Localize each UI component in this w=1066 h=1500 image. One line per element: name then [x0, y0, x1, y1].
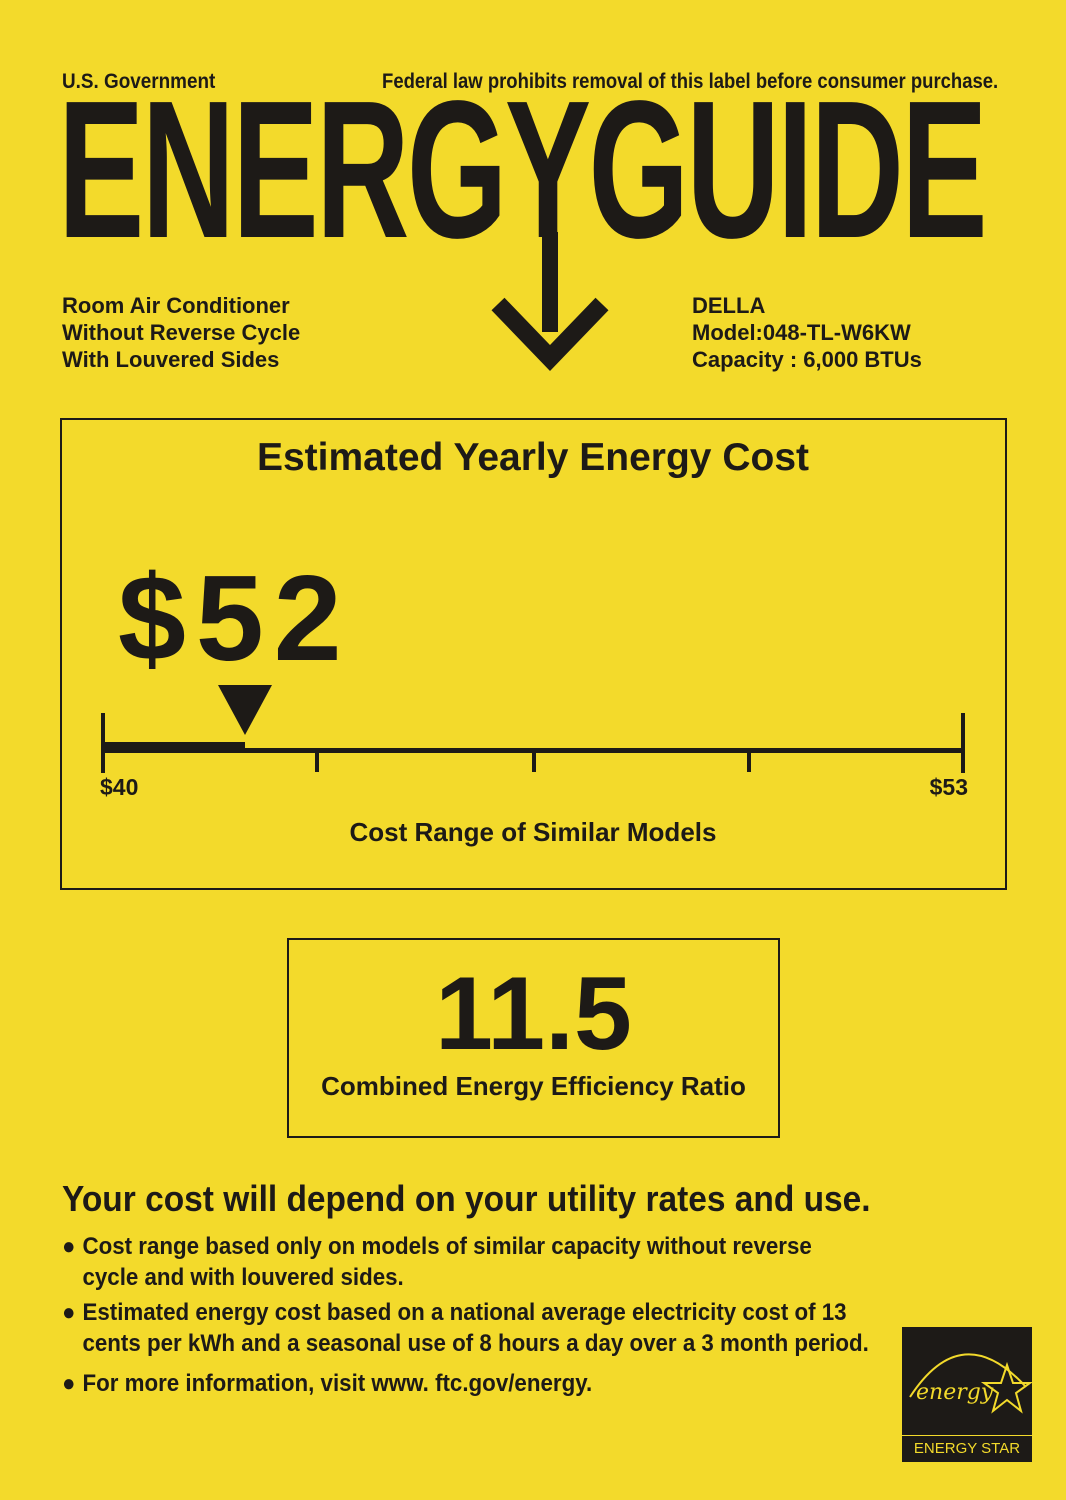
efficiency-box [287, 938, 780, 1138]
scale-tick [315, 750, 319, 772]
energyguide-title: ENERGYGUIDE [58, 60, 988, 279]
bullet-icon: ● [62, 1370, 76, 1397]
range-max: $53 [929, 774, 968, 800]
svg-text:energy: energy [916, 1380, 994, 1405]
product-line: With Louvered Sides [62, 347, 280, 372]
product-line: Room Air Conditioner [62, 293, 290, 318]
efficiency-label: Combined Energy Efficiency Ratio [321, 1071, 746, 1101]
manufacturer-info: DELLA Model:048-TL-W6KW Capacity : 6,000… [692, 292, 922, 373]
scale-tick [101, 713, 105, 773]
efficiency-value: 11.5 [435, 956, 632, 1072]
capacity: Capacity : 6,000 BTUs [692, 347, 922, 372]
cost-value: $52 [118, 550, 352, 686]
range-min: $40 [100, 774, 139, 800]
energy-star-label: ENERGY STAR [902, 1436, 1032, 1462]
product-line: Without Reverse Cycle [62, 320, 301, 345]
cost-marker-icon [218, 685, 272, 735]
cost-title: Estimated Yearly Energy Cost [256, 436, 810, 479]
product-type: Room Air Conditioner Without Reverse Cyc… [62, 292, 300, 373]
model-number: Model:048-TL-W6KW [692, 320, 911, 345]
bullet-text: cents per kWh and a seasonal use of 8 ho… [82, 1330, 869, 1357]
energy-star-logo: energy [902, 1327, 1034, 1435]
energy-star-icon: energy [909, 1353, 1034, 1414]
brand: DELLA [692, 293, 766, 318]
cost-box [60, 418, 1007, 890]
scale-tick [747, 750, 751, 772]
cost-range-fill [102, 742, 245, 750]
scale-tick [532, 750, 536, 772]
bullet-text: For more information, visit www. ftc.gov… [82, 1370, 593, 1397]
range-label: Cost Range of Similar Models [349, 817, 717, 847]
bullet-text: Cost range based only on models of simil… [82, 1233, 812, 1260]
scale-tick [961, 713, 965, 773]
bullet-text: Estimated energy cost based on a nationa… [82, 1299, 847, 1326]
government-label: U.S. Government [62, 70, 216, 93]
bullet-icon: ● [62, 1233, 76, 1260]
bullet-text: cycle and with louvered sides. [82, 1264, 404, 1291]
footer-headline: Your cost will depend on your utility ra… [62, 1178, 871, 1219]
bullet-item: ● For more information, visit www. ftc.go… [62, 1368, 592, 1399]
cost-range-scale [101, 685, 965, 773]
arrow-down-icon [491, 232, 609, 371]
bullet-item: ● Estimated energy cost based on a nation… [62, 1297, 869, 1359]
bullet-item: ● Cost range based only on models of simi… [62, 1231, 812, 1293]
bullet-icon: ● [62, 1299, 76, 1326]
removal-notice: Federal law prohibits removal of this la… [381, 70, 998, 93]
